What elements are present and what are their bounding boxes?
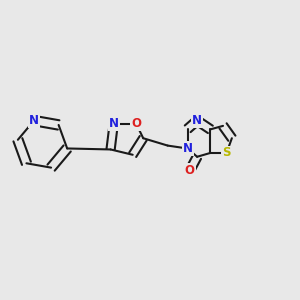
Text: N: N (109, 117, 119, 130)
Text: N: N (192, 114, 202, 127)
Text: N: N (183, 142, 193, 155)
Text: N: N (29, 114, 39, 127)
Text: O: O (131, 117, 141, 130)
Text: O: O (185, 164, 195, 177)
Text: S: S (222, 146, 231, 159)
